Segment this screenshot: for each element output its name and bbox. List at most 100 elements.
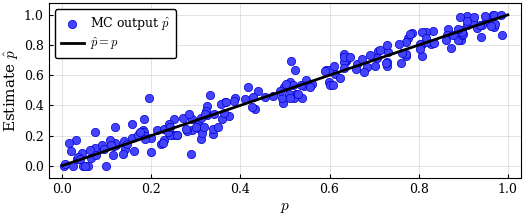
MC output $\hat{p}$ (188, 128, 196, 131)
MC output $\hat{p}$ (340, 52, 348, 56)
MC output $\hat{p}$ (145, 97, 154, 100)
MC output $\hat{p}$ (342, 58, 350, 61)
MC output $\hat{p}$ (453, 27, 462, 31)
X-axis label: $p$: $p$ (280, 201, 290, 215)
MC output $\hat{p}$ (231, 96, 239, 99)
MC output $\hat{p}$ (157, 143, 165, 146)
MC output $\hat{p}$ (302, 78, 310, 82)
MC output $\hat{p}$ (119, 152, 127, 155)
MC output $\hat{p}$ (330, 64, 338, 68)
MC output $\hat{p}$ (73, 157, 82, 161)
MC output $\hat{p}$ (220, 111, 228, 115)
MC output $\hat{p}$ (87, 156, 95, 160)
MC output $\hat{p}$ (111, 125, 119, 128)
MC output $\hat{p}$ (166, 133, 174, 137)
MC output $\hat{p}$ (221, 100, 230, 104)
MC output $\hat{p}$ (69, 164, 78, 167)
MC output $\hat{p}$ (373, 57, 381, 60)
MC output $\hat{p}$ (230, 99, 238, 103)
MC output $\hat{p}$ (100, 148, 108, 151)
MC output $\hat{p}$ (321, 69, 330, 72)
MC output $\hat{p}$ (210, 112, 219, 115)
MC output $\hat{p}$ (300, 84, 308, 88)
MC output $\hat{p}$ (203, 113, 211, 117)
MC output $\hat{p}$ (222, 100, 230, 104)
MC output $\hat{p}$ (482, 18, 490, 22)
MC output $\hat{p}$ (444, 27, 452, 30)
MC output $\hat{p}$ (67, 150, 75, 153)
MC output $\hat{p}$ (205, 93, 214, 97)
MC output $\hat{p}$ (481, 14, 489, 17)
MC output $\hat{p}$ (360, 70, 368, 73)
MC output $\hat{p}$ (285, 92, 293, 95)
MC output $\hat{p}$ (297, 83, 305, 86)
MC output $\hat{p}$ (298, 97, 307, 100)
MC output $\hat{p}$ (187, 152, 195, 156)
MC output $\hat{p}$ (192, 125, 200, 129)
MC output $\hat{p}$ (225, 114, 233, 118)
MC output $\hat{p}$ (152, 128, 161, 131)
MC output $\hat{p}$ (141, 135, 149, 138)
MC output $\hat{p}$ (325, 81, 333, 84)
MC output $\hat{p}$ (164, 130, 172, 134)
MC output $\hat{p}$ (182, 128, 190, 131)
MC output $\hat{p}$ (345, 55, 354, 59)
MC output $\hat{p}$ (127, 136, 136, 139)
MC output $\hat{p}$ (276, 89, 285, 92)
MC output $\hat{p}$ (268, 94, 277, 97)
MC output $\hat{p}$ (279, 85, 288, 89)
MC output $\hat{p}$ (179, 117, 187, 120)
MC output $\hat{p}$ (463, 20, 471, 23)
MC output $\hat{p}$ (200, 126, 208, 129)
MC output $\hat{p}$ (429, 29, 438, 32)
MC output $\hat{p}$ (383, 60, 391, 64)
MC output $\hat{p}$ (418, 31, 426, 34)
MC output $\hat{p}$ (305, 86, 314, 89)
MC output $\hat{p}$ (324, 69, 333, 72)
Y-axis label: Estimate $\hat{p}$: Estimate $\hat{p}$ (3, 49, 21, 132)
MC output $\hat{p}$ (469, 20, 477, 23)
MC output $\hat{p}$ (160, 139, 168, 142)
MC output $\hat{p}$ (146, 150, 155, 153)
MC output $\hat{p}$ (331, 72, 339, 76)
MC output $\hat{p}$ (416, 42, 424, 46)
MC output $\hat{p}$ (244, 85, 252, 89)
MC output $\hat{p}$ (91, 130, 100, 134)
MC output $\hat{p}$ (92, 153, 101, 157)
MC output $\hat{p}$ (217, 117, 226, 121)
MC output $\hat{p}$ (352, 68, 361, 71)
MC output $\hat{p}$ (442, 38, 450, 41)
MC output $\hat{p}$ (147, 136, 155, 140)
MC output $\hat{p}$ (120, 140, 128, 143)
MC output $\hat{p}$ (130, 150, 138, 153)
MC output $\hat{p}$ (110, 144, 118, 148)
MC output $\hat{p}$ (395, 42, 403, 46)
MC output $\hat{p}$ (457, 29, 466, 32)
MC output $\hat{p}$ (497, 13, 506, 17)
MC output $\hat{p}$ (457, 38, 465, 42)
MC output $\hat{p}$ (383, 65, 391, 68)
MC output $\hat{p}$ (282, 82, 290, 85)
MC output $\hat{p}$ (475, 23, 484, 26)
MC output $\hat{p}$ (491, 22, 499, 26)
MC output $\hat{p}$ (141, 137, 149, 141)
MC output $\hat{p}$ (308, 83, 316, 86)
MC output $\hat{p}$ (487, 25, 495, 28)
MC output $\hat{p}$ (76, 157, 84, 160)
MC output $\hat{p}$ (74, 155, 83, 159)
MC output $\hat{p}$ (121, 148, 129, 151)
MC output $\hat{p}$ (203, 104, 211, 107)
MC output $\hat{p}$ (463, 15, 471, 18)
MC output $\hat{p}$ (196, 137, 205, 140)
MC output $\hat{p}$ (170, 118, 179, 121)
MC output $\hat{p}$ (250, 107, 259, 111)
MC output $\hat{p}$ (139, 118, 148, 121)
MC output $\hat{p}$ (213, 125, 222, 129)
MC output $\hat{p}$ (248, 106, 257, 109)
MC output $\hat{p}$ (286, 80, 294, 84)
MC output $\hat{p}$ (322, 68, 330, 72)
MC output $\hat{p}$ (197, 116, 205, 120)
MC output $\hat{p}$ (418, 43, 427, 46)
MC output $\hat{p}$ (449, 33, 457, 37)
MC output $\hat{p}$ (193, 121, 202, 124)
